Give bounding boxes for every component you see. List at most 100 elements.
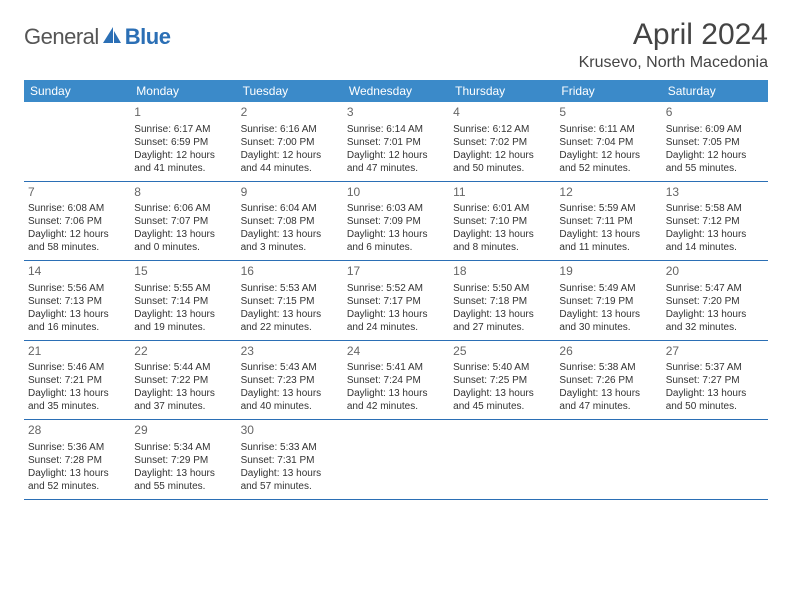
- sunset-line: Sunset: 7:08 PM: [241, 215, 339, 228]
- day-number: 24: [347, 344, 445, 360]
- daylight-line: Daylight: 12 hours and 50 minutes.: [453, 149, 551, 175]
- daylight-line: Daylight: 13 hours and 55 minutes.: [134, 467, 232, 493]
- day-number: 16: [241, 264, 339, 280]
- sail-icon: [101, 25, 123, 50]
- day-number: 8: [134, 185, 232, 201]
- daylight-line: Daylight: 13 hours and 0 minutes.: [134, 228, 232, 254]
- daylight-line: Daylight: 13 hours and 6 minutes.: [347, 228, 445, 254]
- sunrise-line: Sunrise: 5:59 AM: [559, 202, 657, 215]
- sunset-line: Sunset: 7:22 PM: [134, 374, 232, 387]
- day-number: 20: [666, 264, 764, 280]
- daylight-line: Daylight: 12 hours and 47 minutes.: [347, 149, 445, 175]
- daylight-line: Daylight: 13 hours and 27 minutes.: [453, 308, 551, 334]
- day-number: 17: [347, 264, 445, 280]
- day-header: Saturday: [662, 80, 768, 102]
- sunset-line: Sunset: 7:14 PM: [134, 295, 232, 308]
- sunset-line: Sunset: 7:25 PM: [453, 374, 551, 387]
- calendar-day: 30Sunrise: 5:33 AMSunset: 7:31 PMDayligh…: [237, 420, 343, 499]
- day-number: 21: [28, 344, 126, 360]
- sunset-line: Sunset: 7:01 PM: [347, 136, 445, 149]
- logo-text-blue: Blue: [125, 24, 171, 50]
- sunset-line: Sunset: 7:18 PM: [453, 295, 551, 308]
- sunrise-line: Sunrise: 5:34 AM: [134, 441, 232, 454]
- day-number: 26: [559, 344, 657, 360]
- day-number: 1: [134, 105, 232, 121]
- calendar-day: 16Sunrise: 5:53 AMSunset: 7:15 PMDayligh…: [237, 261, 343, 340]
- sunset-line: Sunset: 7:12 PM: [666, 215, 764, 228]
- sunrise-line: Sunrise: 6:16 AM: [241, 123, 339, 136]
- sunrise-line: Sunrise: 5:58 AM: [666, 202, 764, 215]
- day-header: Wednesday: [343, 80, 449, 102]
- calendar-day: 22Sunrise: 5:44 AMSunset: 7:22 PMDayligh…: [130, 341, 236, 420]
- sunrise-line: Sunrise: 6:17 AM: [134, 123, 232, 136]
- calendar-day: 1 Sunrise: 6:17 AMSunset: 6:59 PMDaylight…: [130, 102, 236, 181]
- calendar-day: 8Sunrise: 6:06 AMSunset: 7:07 PMDaylight…: [130, 182, 236, 261]
- daylight-line: Daylight: 13 hours and 42 minutes.: [347, 387, 445, 413]
- sunset-line: Sunset: 7:10 PM: [453, 215, 551, 228]
- sunset-line: Sunset: 6:59 PM: [134, 136, 232, 149]
- day-number: 6: [666, 105, 764, 121]
- sunrise-line: Sunrise: 6:12 AM: [453, 123, 551, 136]
- daylight-line: Daylight: 12 hours and 41 minutes.: [134, 149, 232, 175]
- title-block: April 2024 Krusevo, North Macedonia: [579, 18, 768, 72]
- day-number: 18: [453, 264, 551, 280]
- calendar-day-empty: [343, 420, 449, 499]
- calendar-day: 25Sunrise: 5:40 AMSunset: 7:25 PMDayligh…: [449, 341, 555, 420]
- calendar-day: 24Sunrise: 5:41 AMSunset: 7:24 PMDayligh…: [343, 341, 449, 420]
- daylight-line: Daylight: 13 hours and 37 minutes.: [134, 387, 232, 413]
- sunrise-line: Sunrise: 5:36 AM: [28, 441, 126, 454]
- calendar-day: 5Sunrise: 6:11 AMSunset: 7:04 PMDaylight…: [555, 102, 661, 181]
- sunset-line: Sunset: 7:04 PM: [559, 136, 657, 149]
- sunrise-line: Sunrise: 5:41 AM: [347, 361, 445, 374]
- calendar-day: 18Sunrise: 5:50 AMSunset: 7:18 PMDayligh…: [449, 261, 555, 340]
- sunset-line: Sunset: 7:09 PM: [347, 215, 445, 228]
- daylight-line: Daylight: 13 hours and 35 minutes.: [28, 387, 126, 413]
- day-number: 22: [134, 344, 232, 360]
- sunset-line: Sunset: 7:15 PM: [241, 295, 339, 308]
- daylight-line: Daylight: 12 hours and 52 minutes.: [559, 149, 657, 175]
- sunrise-line: Sunrise: 5:33 AM: [241, 441, 339, 454]
- sunset-line: Sunset: 7:02 PM: [453, 136, 551, 149]
- daylight-line: Daylight: 13 hours and 24 minutes.: [347, 308, 445, 334]
- location: Krusevo, North Macedonia: [579, 54, 768, 72]
- sunrise-line: Sunrise: 6:09 AM: [666, 123, 764, 136]
- calendar: SundayMondayTuesdayWednesdayThursdayFrid…: [24, 80, 768, 500]
- calendar-day: 15Sunrise: 5:55 AMSunset: 7:14 PMDayligh…: [130, 261, 236, 340]
- sunset-line: Sunset: 7:05 PM: [666, 136, 764, 149]
- sunset-line: Sunset: 7:11 PM: [559, 215, 657, 228]
- sunset-line: Sunset: 7:28 PM: [28, 454, 126, 467]
- calendar-day: 14Sunrise: 5:56 AMSunset: 7:13 PMDayligh…: [24, 261, 130, 340]
- calendar-day: 28 Sunrise: 5:36 AMSunset: 7:28 PMDayligh…: [24, 420, 130, 499]
- sunset-line: Sunset: 7:24 PM: [347, 374, 445, 387]
- sunrise-line: Sunrise: 5:49 AM: [559, 282, 657, 295]
- day-number: 9: [241, 185, 339, 201]
- day-number: 14: [28, 264, 126, 280]
- day-number: 12: [559, 185, 657, 201]
- daylight-line: Daylight: 13 hours and 19 minutes.: [134, 308, 232, 334]
- sunset-line: Sunset: 7:29 PM: [134, 454, 232, 467]
- sunrise-line: Sunrise: 5:53 AM: [241, 282, 339, 295]
- sunset-line: Sunset: 7:23 PM: [241, 374, 339, 387]
- calendar-day: 6Sunrise: 6:09 AMSunset: 7:05 PMDaylight…: [662, 102, 768, 181]
- calendar-day: 23Sunrise: 5:43 AMSunset: 7:23 PMDayligh…: [237, 341, 343, 420]
- calendar-day-empty: [449, 420, 555, 499]
- sunrise-line: Sunrise: 5:43 AM: [241, 361, 339, 374]
- calendar-day: 17Sunrise: 5:52 AMSunset: 7:17 PMDayligh…: [343, 261, 449, 340]
- day-number: 25: [453, 344, 551, 360]
- day-number: 27: [666, 344, 764, 360]
- sunset-line: Sunset: 7:20 PM: [666, 295, 764, 308]
- logo-text-general: General: [24, 24, 99, 50]
- day-headers-row: SundayMondayTuesdayWednesdayThursdayFrid…: [24, 80, 768, 102]
- sunrise-line: Sunrise: 5:40 AM: [453, 361, 551, 374]
- sunrise-line: Sunrise: 5:37 AM: [666, 361, 764, 374]
- day-number: 28: [28, 423, 126, 439]
- calendar-day: 10Sunrise: 6:03 AMSunset: 7:09 PMDayligh…: [343, 182, 449, 261]
- sunrise-line: Sunrise: 5:47 AM: [666, 282, 764, 295]
- sunset-line: Sunset: 7:06 PM: [28, 215, 126, 228]
- day-number: 19: [559, 264, 657, 280]
- calendar-week: 1Sunrise: 6:17 AMSunset: 6:59 PMDaylight…: [24, 102, 768, 182]
- sunset-line: Sunset: 7:19 PM: [559, 295, 657, 308]
- daylight-line: Daylight: 13 hours and 52 minutes.: [28, 467, 126, 493]
- calendar-day: 21Sunrise: 5:46 AMSunset: 7:21 PMDayligh…: [24, 341, 130, 420]
- logo: General Blue: [24, 18, 170, 50]
